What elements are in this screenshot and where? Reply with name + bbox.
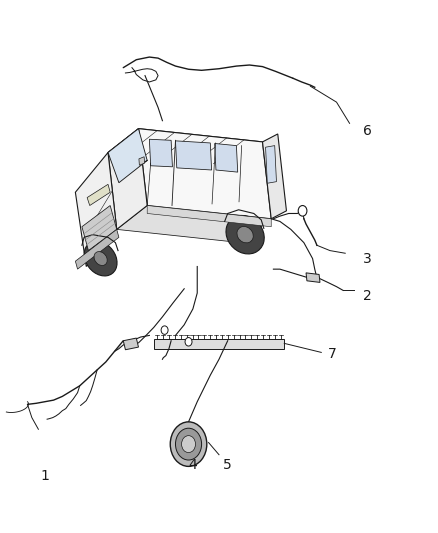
Circle shape — [161, 326, 168, 334]
Ellipse shape — [94, 252, 107, 265]
Polygon shape — [147, 206, 271, 227]
Polygon shape — [123, 338, 138, 350]
Text: 4: 4 — [188, 458, 197, 472]
Text: 3: 3 — [363, 252, 371, 265]
Text: 6: 6 — [363, 124, 371, 138]
Polygon shape — [75, 229, 119, 269]
Polygon shape — [75, 152, 117, 266]
Ellipse shape — [226, 215, 264, 254]
Circle shape — [170, 422, 207, 466]
Text: 7: 7 — [328, 347, 336, 361]
Polygon shape — [265, 146, 276, 183]
Polygon shape — [82, 206, 117, 251]
Circle shape — [298, 206, 307, 216]
Ellipse shape — [84, 241, 117, 276]
Polygon shape — [176, 141, 212, 170]
Text: 5: 5 — [223, 458, 232, 472]
Polygon shape — [138, 128, 271, 219]
Polygon shape — [108, 128, 262, 166]
Polygon shape — [154, 339, 284, 349]
Polygon shape — [262, 134, 286, 219]
Polygon shape — [87, 184, 110, 206]
Polygon shape — [108, 128, 147, 229]
Circle shape — [185, 337, 192, 346]
Polygon shape — [215, 143, 238, 172]
Polygon shape — [108, 128, 147, 183]
Polygon shape — [117, 206, 271, 243]
Ellipse shape — [237, 227, 253, 243]
Circle shape — [176, 428, 201, 460]
Circle shape — [182, 435, 195, 453]
Text: 2: 2 — [363, 289, 371, 303]
Polygon shape — [149, 139, 173, 167]
Polygon shape — [306, 273, 320, 282]
Text: 1: 1 — [40, 469, 49, 483]
Polygon shape — [139, 157, 145, 165]
